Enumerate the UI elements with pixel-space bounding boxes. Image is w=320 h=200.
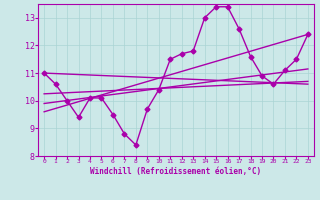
X-axis label: Windchill (Refroidissement éolien,°C): Windchill (Refroidissement éolien,°C) [91, 167, 261, 176]
